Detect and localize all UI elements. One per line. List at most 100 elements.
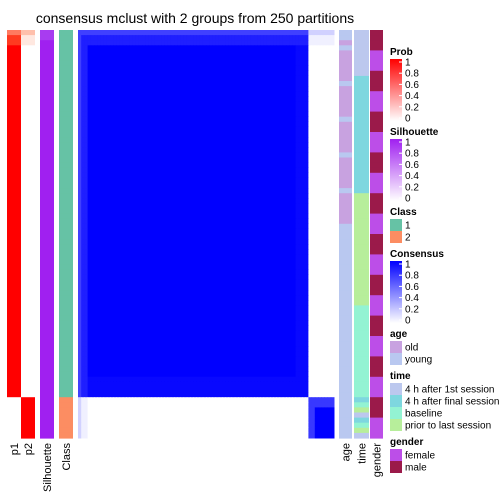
consensus-cell — [87, 234, 92, 240]
consensus-cell — [286, 167, 290, 174]
consensus-cell — [314, 152, 319, 158]
consensus-cell — [177, 325, 181, 332]
consensus-cell — [138, 81, 143, 87]
consensus-cell — [292, 116, 297, 123]
consensus-cell — [161, 50, 165, 56]
consensus-cell — [183, 285, 188, 291]
consensus-cell — [151, 315, 156, 322]
consensus-cell — [231, 50, 236, 56]
consensus-cell — [164, 234, 169, 240]
consensus-cell — [270, 60, 274, 67]
consensus-cell — [119, 50, 124, 56]
consensus-cell — [84, 300, 89, 306]
consensus-cell — [244, 30, 249, 36]
consensus-cell — [142, 65, 146, 72]
consensus-cell — [138, 60, 143, 67]
consensus-cell — [199, 244, 204, 250]
consensus-cell — [314, 101, 319, 107]
consensus-cell — [327, 254, 332, 260]
consensus-cell — [263, 234, 268, 240]
consensus-cell — [254, 228, 258, 235]
consensus-cell — [170, 249, 175, 255]
consensus-cell — [154, 208, 159, 215]
consensus-cell — [196, 188, 201, 194]
consensus-cell — [238, 305, 242, 311]
consensus-cell — [244, 218, 249, 225]
consensus-cell — [158, 111, 162, 118]
consensus-cell — [202, 81, 207, 87]
consensus-cell — [257, 152, 261, 158]
consensus-cell — [158, 239, 162, 245]
consensus-cell — [218, 116, 223, 123]
consensus-cell — [158, 279, 162, 286]
consensus-cell — [122, 126, 127, 133]
consensus-cell — [215, 157, 220, 164]
annotation-cell — [40, 234, 54, 240]
consensus-cell — [295, 132, 300, 138]
consensus-cell — [218, 198, 223, 204]
consensus-cell — [324, 198, 329, 204]
consensus-cell — [295, 55, 300, 62]
consensus-cell — [289, 167, 293, 174]
consensus-cell — [257, 142, 261, 148]
consensus-cell — [132, 81, 137, 87]
consensus-cell — [196, 228, 201, 235]
consensus-cell — [206, 65, 210, 72]
consensus-cell — [298, 228, 303, 235]
consensus-cell — [231, 45, 236, 51]
annotation-cell — [7, 208, 21, 215]
consensus-cell — [138, 70, 143, 77]
consensus-cell — [314, 208, 319, 215]
consensus-cell — [106, 290, 111, 296]
consensus-cell — [244, 50, 249, 56]
consensus-cell — [311, 70, 316, 77]
consensus-cell — [254, 152, 258, 158]
consensus-cell — [154, 70, 159, 77]
consensus-cell — [206, 264, 210, 271]
consensus-cell — [279, 142, 284, 148]
consensus-cell — [142, 75, 146, 82]
consensus-cell — [90, 300, 95, 306]
consensus-cell — [122, 70, 127, 77]
consensus-cell — [174, 254, 178, 260]
consensus-cell — [116, 132, 121, 138]
consensus-cell — [327, 310, 332, 317]
consensus-cell — [266, 239, 271, 245]
consensus-cell — [266, 203, 271, 209]
consensus-cell — [132, 121, 137, 128]
consensus-cell — [161, 188, 165, 194]
consensus-cell — [295, 157, 300, 164]
consensus-cell — [177, 96, 181, 102]
consensus-cell — [209, 228, 213, 235]
consensus-cell — [81, 218, 85, 225]
consensus-cell — [148, 96, 153, 102]
consensus-cell — [167, 60, 172, 67]
consensus-cell — [238, 315, 242, 322]
consensus-cell — [305, 132, 309, 138]
consensus-cell — [126, 188, 130, 194]
consensus-cell — [161, 325, 165, 332]
consensus-cell — [279, 75, 284, 82]
consensus-cell — [135, 183, 140, 189]
consensus-cell — [244, 239, 249, 245]
consensus-cell — [193, 320, 197, 327]
consensus-cell — [218, 70, 223, 77]
consensus-cell — [308, 239, 313, 245]
annotation-cell — [7, 177, 21, 184]
consensus-cell — [174, 40, 178, 46]
consensus-cell — [97, 279, 101, 286]
consensus-cell — [238, 60, 242, 67]
consensus-cell — [106, 96, 111, 102]
consensus-cell — [292, 208, 297, 215]
consensus-cell — [90, 30, 95, 36]
consensus-cell — [263, 116, 268, 123]
consensus-cell — [273, 142, 277, 148]
consensus-cell — [158, 198, 162, 204]
consensus-cell — [103, 198, 108, 204]
consensus-cell — [132, 152, 137, 158]
annotation-cell — [7, 274, 21, 281]
consensus-cell — [263, 142, 268, 148]
consensus-cell — [177, 162, 181, 169]
consensus-cell — [215, 193, 220, 199]
consensus-cell — [212, 310, 217, 317]
